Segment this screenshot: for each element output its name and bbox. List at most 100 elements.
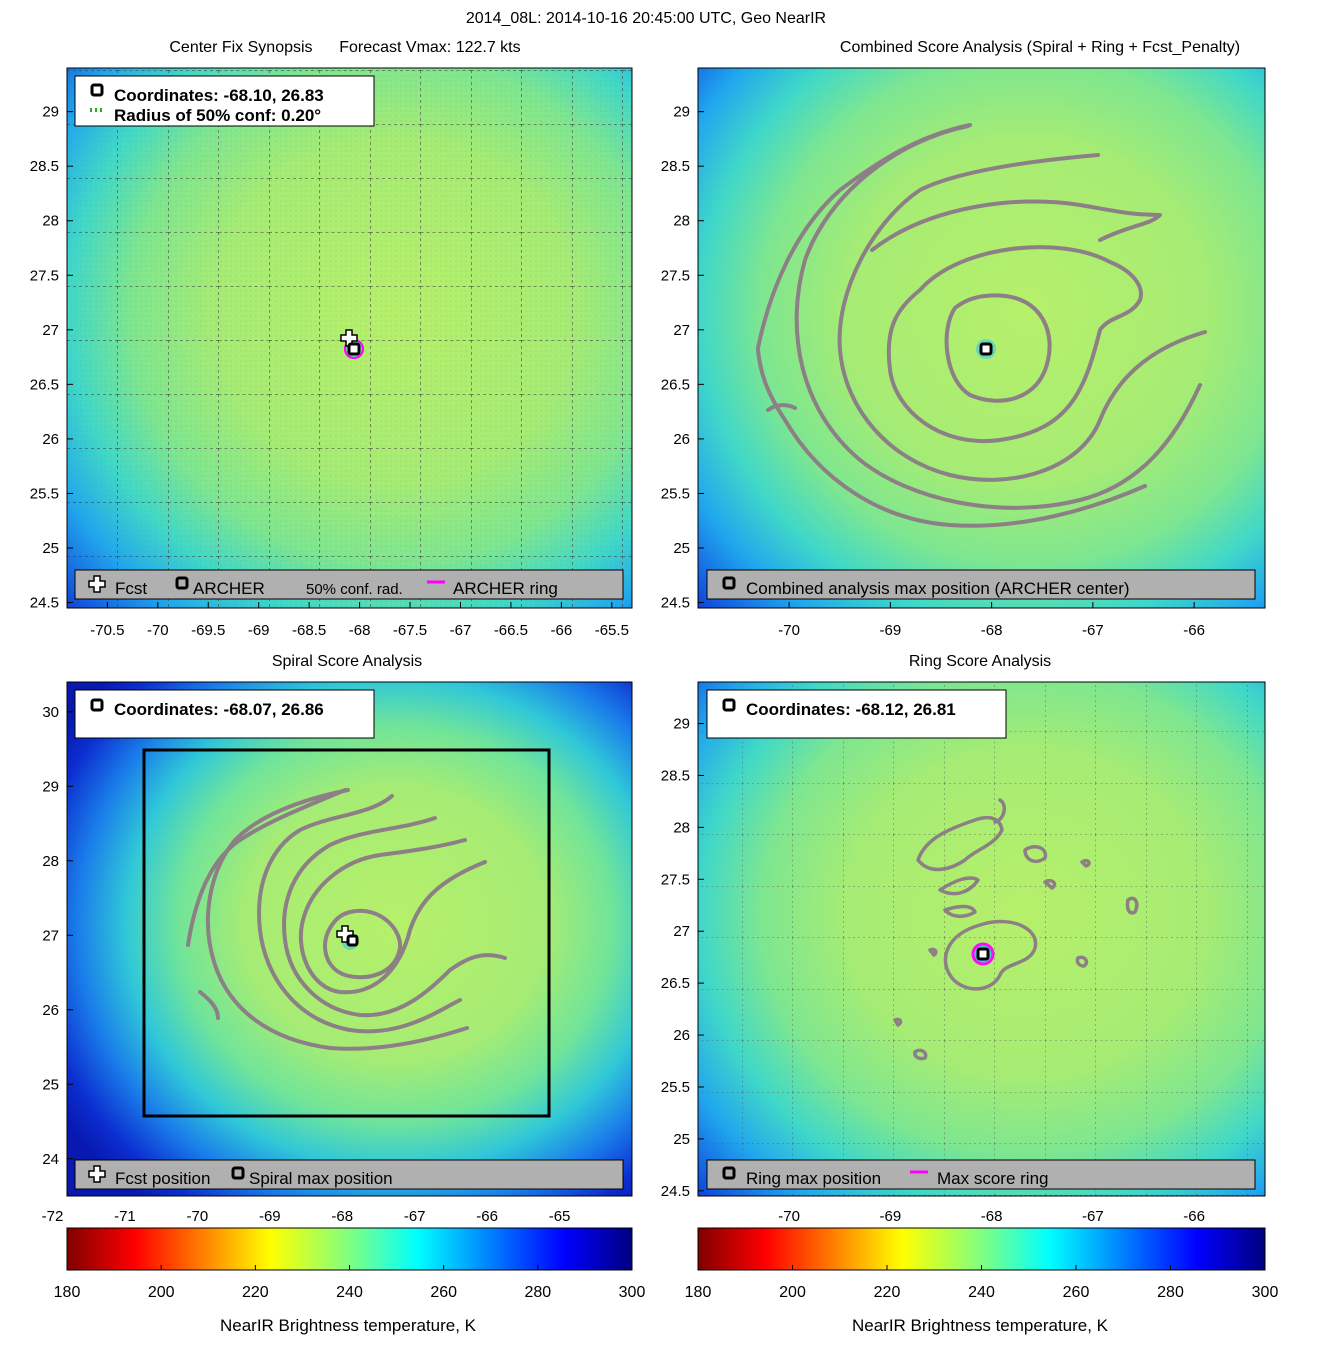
colorbar-top-tick-label: -67 xyxy=(404,1208,426,1225)
y-tick-label: 27.5 xyxy=(661,871,690,888)
legend-spiral-icon xyxy=(231,1166,245,1180)
x-tick-label: -67 xyxy=(450,622,472,639)
y-tick-label: 26.5 xyxy=(661,975,690,992)
colorbar-bottom-tick-label: 240 xyxy=(968,1284,995,1301)
y-tick-label: 28.5 xyxy=(661,767,690,784)
colorbar-top-tick-label: -71 xyxy=(114,1208,136,1225)
colorbar-top-tick-label: -70 xyxy=(187,1208,209,1225)
panel-spiral-score: Spiral Score Analysis Coordinates: -68.0… xyxy=(42,653,633,1197)
plot-frame xyxy=(697,67,1266,609)
colorbar-bottom-tick-label: 180 xyxy=(54,1284,81,1301)
y-tick-label: 28.5 xyxy=(30,158,59,175)
y-tick-label: 25.5 xyxy=(661,1079,690,1096)
info-box xyxy=(74,75,375,127)
y-tick-label: 26 xyxy=(42,431,59,448)
x-tick-label: -69 xyxy=(880,622,902,639)
x-tick-label: -68.5 xyxy=(292,622,326,639)
legend-fcst-icon xyxy=(88,1165,106,1183)
colorbar-bottom-tick-label: 220 xyxy=(874,1284,901,1301)
y-tick-label: 28 xyxy=(42,853,59,870)
colorbar-top-tick-label: -65 xyxy=(549,1208,571,1225)
y-tick-label: 28 xyxy=(673,819,690,836)
y-tick-label: 24.5 xyxy=(661,1183,690,1200)
radius-text: Radius of 50% conf: 0.20° xyxy=(114,106,321,125)
y-tick-label: 29 xyxy=(673,104,690,121)
archer-marker xyxy=(347,342,361,356)
info-box xyxy=(74,689,375,739)
spiral-marker-icon xyxy=(90,698,104,712)
score-contours xyxy=(186,788,507,1051)
y-tick-label: 30 xyxy=(42,704,59,721)
y-tick-label: 24.5 xyxy=(30,595,59,612)
x-tick-label: -69.5 xyxy=(191,622,225,639)
y-tick-label: 25.5 xyxy=(661,485,690,502)
y-ticks: 24.5 25 25.5 26 26.5 27 27.5 28 28.5 29 xyxy=(661,716,704,1200)
legend-fcst: Fcst xyxy=(115,579,147,598)
colorbar-top-tick-label: -66 xyxy=(1183,1208,1205,1225)
y-tick-label: 29 xyxy=(42,104,59,121)
panel-center-fix: Center Fix Synopsis Forecast Vmax: 122.7… xyxy=(30,39,633,639)
spiral-max-marker xyxy=(346,934,359,947)
legend-box xyxy=(74,1159,624,1190)
colorbar-bottom-tick-label: 200 xyxy=(148,1284,175,1301)
colorbar-top-tick-label: -66 xyxy=(476,1208,498,1225)
legend-combined: Combined analysis max position (ARCHER c… xyxy=(746,579,1130,598)
y-tick-label: 26.5 xyxy=(30,376,59,393)
legend-archer-icon xyxy=(175,576,189,590)
panel-ring-score: Ring Score Analysis xyxy=(661,653,1266,1200)
y-tick-label: 28 xyxy=(673,213,690,230)
y-ticks: 24.5 25 25.5 26 26.5 27 27.5 28 28.5 29 xyxy=(661,104,704,612)
y-ticks: 24.5 25 25.5 26 26.5 27 27.5 28 28.5 29 xyxy=(30,104,73,612)
y-tick-label: 26.5 xyxy=(661,376,690,393)
colorbar-right: -70 -69 -68 -67 -66 180 200 220 240 260 280 300 Ne… xyxy=(685,1208,1279,1335)
colorbar-top-ticks: -72 -71 -70 -69 -68 -67 -66 -65 xyxy=(42,1208,571,1225)
plot-frame xyxy=(66,67,633,609)
legend-box xyxy=(706,569,1256,600)
colorbar-bottom-ticks: 180 200 220 240 260 280 300 xyxy=(54,1265,646,1301)
colorbar-bottom-tick-label: 300 xyxy=(619,1284,646,1301)
y-tick-label: 27 xyxy=(42,927,59,944)
legend-fcst-icon xyxy=(88,575,106,593)
x-tick-label: -67.5 xyxy=(393,622,427,639)
score-contours xyxy=(756,123,1207,528)
lat-lon-grid xyxy=(698,682,1265,1196)
x-tick-label: -70 xyxy=(778,622,800,639)
colorbar-top-tick-label: -70 xyxy=(778,1208,800,1225)
colorbar-gradient xyxy=(697,1227,1266,1271)
y-tick-label: 25 xyxy=(673,1131,690,1148)
x-tick-label: -66 xyxy=(1183,622,1205,639)
colorbar-top-ticks: -70 -69 -68 -67 -66 xyxy=(778,1208,1205,1225)
colorbar-top-tick-label: -69 xyxy=(259,1208,281,1225)
search-box xyxy=(142,748,551,1118)
panel-combined-score: Combined Score Analysis (Spiral + Ring +… xyxy=(661,39,1266,639)
colorbar-bottom-tick-label: 280 xyxy=(1157,1284,1184,1301)
legend-spiral-max: Spiral max position xyxy=(249,1169,393,1188)
colorbar-top-tick-label: -72 xyxy=(42,1208,64,1225)
y-tick-label: 29 xyxy=(42,778,59,795)
x-ticks: -70 -69 -68 -67 -66 xyxy=(778,602,1205,639)
x-tick-label: -68 xyxy=(349,622,371,639)
colorbar-left: -72 -71 -70 -69 -68 -67 -66 -65 180 200 220 240 260… xyxy=(42,1208,646,1335)
y-tick-label: 27.5 xyxy=(30,267,59,284)
x-tick-label: -67 xyxy=(1082,622,1104,639)
y-tick-label: 26 xyxy=(42,1002,59,1019)
heatmap-background xyxy=(698,68,1265,608)
x-tick-label: -70.5 xyxy=(90,622,124,639)
y-ticks: 24 25 26 27 28 29 30 xyxy=(42,704,73,1168)
legend-max-icon xyxy=(722,576,736,590)
x-ticks: -70.5 -70 -69.5 -69 -68.5 -68 -67.5 -67 -66.5 -66… xyxy=(90,602,629,639)
colorbar-bottom-tick-label: 260 xyxy=(1063,1284,1090,1301)
legend-max-score-ring: Max score ring xyxy=(937,1169,1048,1188)
x-tick-label: -68 xyxy=(981,622,1003,639)
y-tick-label: 26 xyxy=(673,1027,690,1044)
panel-title: Spiral Score Analysis xyxy=(272,653,422,670)
info-box xyxy=(706,689,1007,739)
plot-frame xyxy=(697,681,1266,1197)
y-tick-label: 25.5 xyxy=(30,485,59,502)
legend-conf-rad: 50% conf. rad. xyxy=(306,581,403,598)
colorbar-top-tick-label: -68 xyxy=(981,1208,1003,1225)
max-position-marker xyxy=(979,342,993,356)
panel-title: Center Fix Synopsis Forecast Vmax: 122.7… xyxy=(169,39,520,56)
colorbar-bottom-tick-label: 180 xyxy=(685,1284,712,1301)
